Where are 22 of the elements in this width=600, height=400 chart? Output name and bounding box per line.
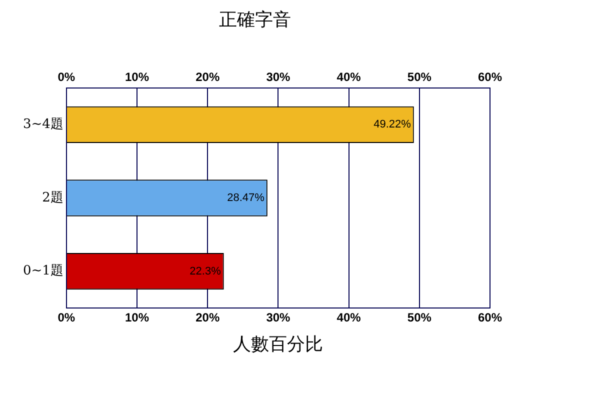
x2-tick-label: 60%	[478, 70, 502, 84]
x2-tick-label: 0%	[58, 70, 76, 84]
x-tick-label: 0%	[58, 310, 76, 325]
y-tick-label: 3~4題	[22, 117, 64, 132]
y-tick-label: 0~1題	[22, 264, 64, 279]
chart-title: 正確字音	[219, 9, 291, 30]
x-tick-label: 10%	[125, 310, 150, 325]
data-label: 22.3%	[190, 265, 222, 278]
x-tick-label: 20%	[196, 310, 220, 325]
data-label: 49.22%	[374, 118, 412, 131]
x-tick-label: 40%	[336, 310, 362, 325]
x2-tick-label: 50%	[407, 70, 432, 84]
x-tick-label: 30%	[266, 310, 291, 325]
data-label: 28.47%	[227, 192, 265, 204]
x-tick-label: 50%	[407, 310, 432, 325]
x2-tick-label: 20%	[196, 70, 220, 84]
x-tick-label: 60%	[478, 310, 502, 325]
x2-tick-label: 10%	[125, 70, 150, 84]
y-tick-label: 2題	[42, 190, 64, 206]
x2-tick-label: 30%	[266, 70, 291, 84]
x2-tick-label: 40%	[336, 70, 362, 84]
x-axis-title: 人數百分比	[233, 334, 324, 355]
